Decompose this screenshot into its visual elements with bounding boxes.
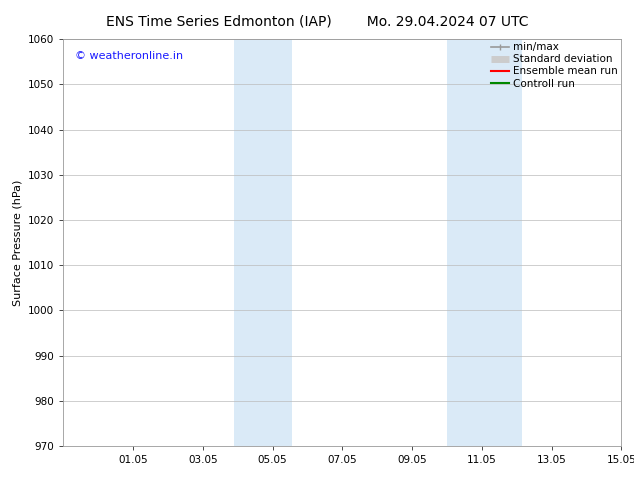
- Text: ENS Time Series Edmonton (IAP)        Mo. 29.04.2024 07 UTC: ENS Time Series Edmonton (IAP) Mo. 29.04…: [106, 15, 528, 29]
- Legend: min/max, Standard deviation, Ensemble mean run, Controll run: min/max, Standard deviation, Ensemble me…: [488, 40, 620, 91]
- Text: © weatheronline.in: © weatheronline.in: [75, 51, 183, 61]
- Y-axis label: Surface Pressure (hPa): Surface Pressure (hPa): [13, 179, 23, 306]
- Bar: [235, 39, 292, 446]
- Bar: [447, 39, 522, 446]
